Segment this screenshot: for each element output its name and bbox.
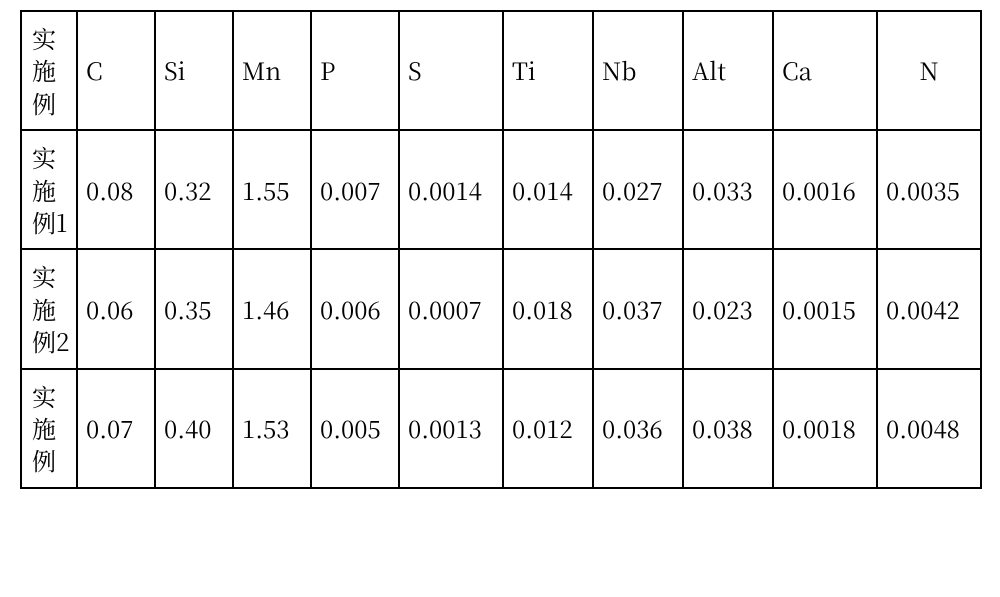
header-cell: Ca <box>773 11 877 130</box>
header-cell: Si <box>155 11 233 130</box>
cell: 0.014 <box>503 130 593 249</box>
cell: 0.0016 <box>773 130 877 249</box>
header-cell: 实施例 <box>21 11 77 130</box>
header-cell: Nb <box>593 11 683 130</box>
row-label: 实施例 <box>21 369 77 488</box>
cell: 0.007 <box>311 130 399 249</box>
table-row: 实施例1 0.08 0.32 1.55 0.007 0.0014 0.014 0… <box>21 130 981 249</box>
cell: 0.038 <box>683 369 773 488</box>
cell: 0.0015 <box>773 249 877 368</box>
header-cell: P <box>311 11 399 130</box>
cell: 0.07 <box>77 369 155 488</box>
table-header-row: 实施例 C Si Mn P S Ti Nb Alt Ca N <box>21 11 981 130</box>
cell: 0.0013 <box>399 369 503 488</box>
cell: 0.32 <box>155 130 233 249</box>
cell: 0.006 <box>311 249 399 368</box>
cell: 0.0007 <box>399 249 503 368</box>
row-label: 实施例2 <box>21 249 77 368</box>
header-cell: Ti <box>503 11 593 130</box>
header-cell: C <box>77 11 155 130</box>
composition-table: 实施例 C Si Mn P S Ti Nb Alt Ca N 实施例1 0.08… <box>20 10 982 489</box>
cell: 0.012 <box>503 369 593 488</box>
row-label: 实施例1 <box>21 130 77 249</box>
cell: 1.53 <box>233 369 311 488</box>
cell: 0.0018 <box>773 369 877 488</box>
cell: 0.023 <box>683 249 773 368</box>
header-cell: Mn <box>233 11 311 130</box>
cell: 0.036 <box>593 369 683 488</box>
cell: 0.018 <box>503 249 593 368</box>
table-container: 实施例 C Si Mn P S Ti Nb Alt Ca N 实施例1 0.08… <box>0 0 1000 499</box>
cell: 1.55 <box>233 130 311 249</box>
cell: 0.027 <box>593 130 683 249</box>
cell: 0.35 <box>155 249 233 368</box>
cell: 0.033 <box>683 130 773 249</box>
cell: 0.005 <box>311 369 399 488</box>
cell: 0.06 <box>77 249 155 368</box>
header-cell: S <box>399 11 503 130</box>
cell: 1.46 <box>233 249 311 368</box>
cell: 0.0035 <box>877 130 981 249</box>
cell: 0.0048 <box>877 369 981 488</box>
cell: 0.0014 <box>399 130 503 249</box>
cell: 0.037 <box>593 249 683 368</box>
cell: 0.40 <box>155 369 233 488</box>
cell: 0.08 <box>77 130 155 249</box>
table-row: 实施例 0.07 0.40 1.53 0.005 0.0013 0.012 0.… <box>21 369 981 488</box>
header-cell: N <box>877 11 981 130</box>
header-cell: Alt <box>683 11 773 130</box>
cell: 0.0042 <box>877 249 981 368</box>
table-row: 实施例2 0.06 0.35 1.46 0.006 0.0007 0.018 0… <box>21 249 981 368</box>
